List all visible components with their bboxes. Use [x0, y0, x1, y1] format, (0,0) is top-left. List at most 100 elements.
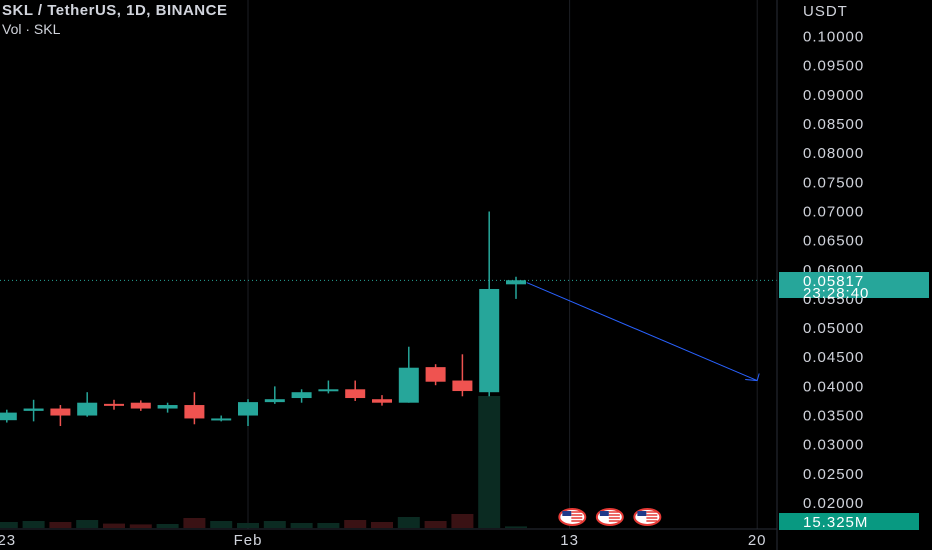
flag-canton [599, 511, 609, 516]
candle[interactable] [104, 399, 124, 410]
candle-body [425, 367, 446, 382]
candle[interactable] [0, 409, 17, 423]
candle[interactable] [479, 211, 500, 397]
volume-bar [49, 522, 72, 528]
x-tick-label: Feb [234, 532, 263, 549]
volume-bar [210, 521, 233, 528]
volume-bar [263, 521, 286, 528]
us-flag-event-icon[interactable] [558, 508, 587, 526]
y-tick-label: 0.04000 [803, 378, 864, 395]
candle-body [318, 389, 339, 392]
chart-legend: SKL / TetherUS, 1D, BINANCE Vol · SKL [2, 2, 227, 38]
volume-bar [103, 523, 125, 528]
x-tick-label: 23 [0, 532, 16, 549]
candle[interactable] [77, 392, 98, 417]
candle-body [0, 412, 17, 421]
candle-body [506, 280, 526, 285]
trendline-arrowhead [745, 373, 760, 382]
y-tick-label: 0.08000 [803, 145, 864, 162]
grid-lines [247, 0, 758, 529]
candle-body [211, 418, 232, 421]
volume-indicator-label[interactable]: Vol · SKL [2, 21, 61, 37]
candle-body [184, 405, 205, 419]
candles [0, 211, 526, 427]
candle[interactable] [425, 364, 446, 386]
candle-body [291, 392, 312, 399]
volume-bar [156, 524, 179, 528]
candle-body [452, 380, 473, 392]
volume-bar [0, 522, 18, 528]
candle-body [50, 408, 71, 416]
y-tick-label: 0.07000 [803, 203, 864, 220]
candle[interactable] [318, 380, 339, 394]
volume-bar [317, 523, 340, 528]
y-tick-label: 0.09500 [803, 58, 864, 75]
volume-value: 15.325M [803, 514, 868, 531]
y-tick-label: 0.02000 [803, 495, 864, 512]
x-tick-label: 20 [748, 532, 767, 549]
y-tick-label: 0.05000 [803, 320, 864, 337]
bar-countdown: 23:28:40 [803, 285, 869, 302]
y-tick-label: 0.02500 [803, 466, 864, 483]
last-price-value: 0.05817 [803, 273, 864, 290]
volume-tag: 15.325M [779, 513, 919, 531]
candle-body [238, 402, 258, 416]
candle[interactable] [372, 395, 392, 406]
volume-bar [397, 517, 420, 528]
last-price-tag: 0.05817 23:28:40 [779, 272, 929, 302]
volume-bar [371, 522, 393, 528]
candle-body [130, 402, 151, 409]
candle-body [479, 288, 500, 393]
candle-body [345, 389, 366, 399]
y-axis-unit: USDT [803, 3, 848, 20]
symbol-title[interactable]: SKL / TetherUS, 1D, BINANCE [2, 2, 228, 19]
us-flag-event-icon[interactable] [595, 508, 624, 526]
volume-bars [0, 396, 527, 528]
volume-bar [22, 521, 45, 528]
y-tick-label: 0.04500 [803, 349, 864, 366]
y-tick-label: 0.06500 [803, 233, 864, 250]
time-axis[interactable]: 23 Feb 13 20 [0, 532, 767, 549]
candle-body [157, 405, 178, 409]
candle-body [104, 403, 124, 406]
candle[interactable] [130, 400, 151, 411]
candle[interactable] [211, 415, 232, 422]
volume-bar [505, 526, 527, 528]
candle[interactable] [452, 354, 473, 397]
candle-body [372, 399, 392, 403]
y-tick-label: 0.03500 [803, 408, 864, 425]
candle[interactable] [50, 405, 71, 427]
candle[interactable] [264, 386, 285, 404]
candle-body [398, 367, 419, 403]
volume-bar [183, 518, 206, 528]
event-markers[interactable] [558, 508, 662, 526]
volume-bar [424, 521, 447, 528]
candle-body [77, 402, 98, 416]
volume-bar [344, 520, 367, 528]
candle-body [264, 399, 285, 403]
candle[interactable] [291, 389, 312, 403]
candle[interactable] [184, 392, 205, 425]
volume-bar [290, 523, 313, 528]
candle-body [23, 408, 44, 411]
flag-canton [637, 511, 647, 516]
x-tick-label: 13 [560, 532, 579, 549]
volume-bar [129, 524, 152, 528]
y-tick-label: 0.10000 [803, 29, 864, 46]
us-flag-event-icon[interactable] [633, 508, 662, 526]
candle[interactable] [345, 380, 366, 401]
volume-bar [76, 520, 99, 528]
price-axis[interactable]: 0.02000 0.02500 0.03000 0.03500 0.04000 0.045… [803, 29, 864, 513]
candle[interactable] [398, 346, 419, 403]
y-tick-label: 0.03000 [803, 437, 864, 454]
volume-bar [478, 396, 501, 528]
flag-canton [562, 511, 572, 516]
candle[interactable] [238, 399, 258, 427]
volume-bar [451, 514, 474, 528]
trendline-arrow[interactable] [526, 282, 758, 382]
volume-bar [237, 523, 259, 528]
y-tick-label: 0.09000 [803, 87, 864, 104]
candle[interactable] [157, 402, 178, 413]
candle[interactable] [23, 399, 44, 422]
